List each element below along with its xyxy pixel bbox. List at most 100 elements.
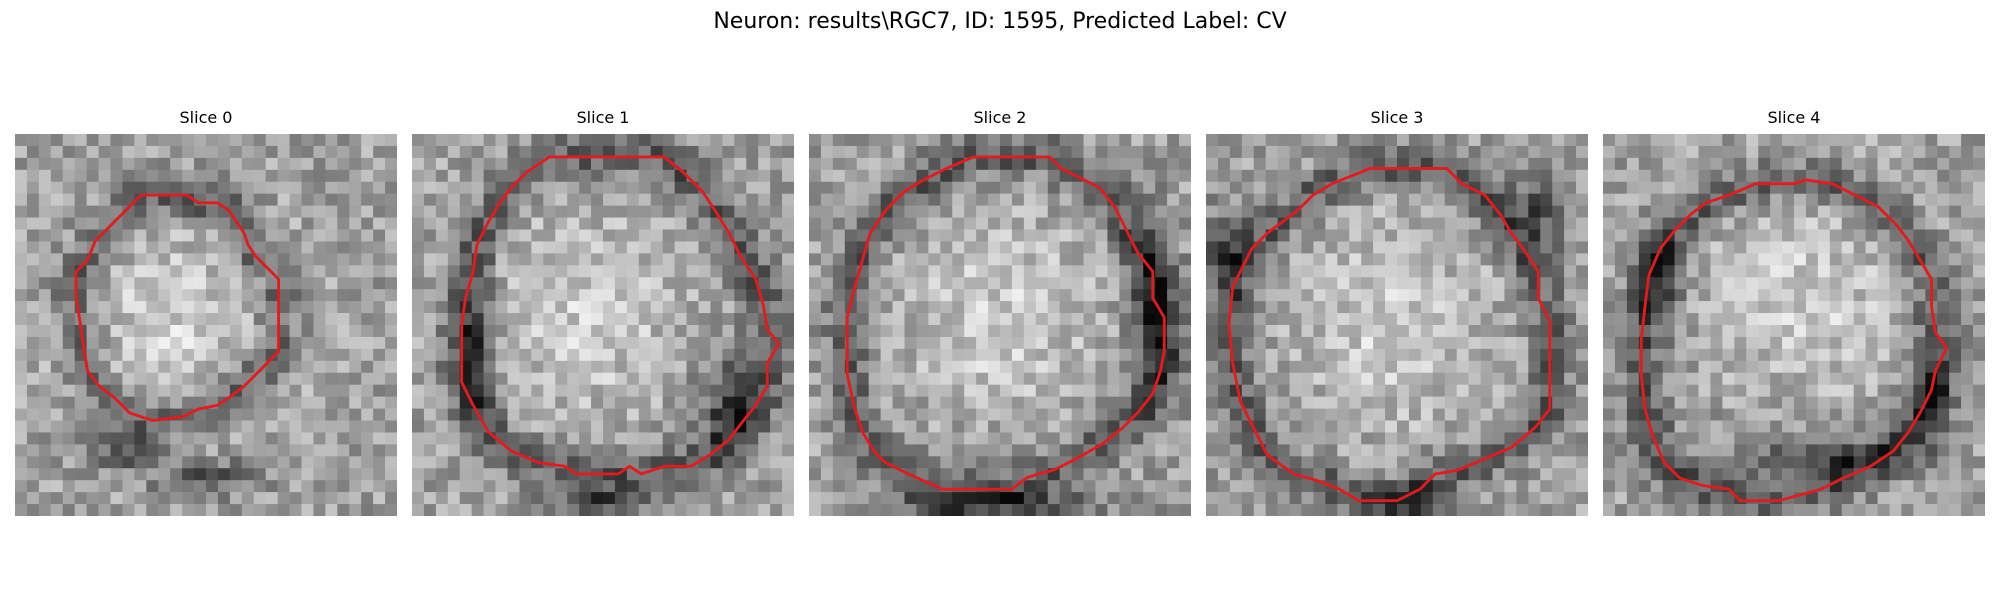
image-pixel [325, 492, 337, 504]
image-pixel [881, 385, 893, 397]
image-pixel [1218, 230, 1230, 242]
image-pixel [1854, 385, 1866, 397]
image-pixel [385, 253, 397, 265]
image-pixel [1278, 444, 1290, 456]
image-pixel [361, 385, 373, 397]
image-pixel [436, 301, 448, 313]
image-pixel [1651, 337, 1663, 349]
image-pixel [531, 421, 543, 433]
image-pixel [424, 325, 436, 337]
image-pixel [1878, 289, 1890, 301]
image-pixel [734, 432, 746, 444]
image-pixel [1687, 397, 1699, 409]
image-pixel [639, 313, 651, 325]
image-pixel [1096, 265, 1108, 277]
image-pixel [1552, 361, 1564, 373]
image-pixel [182, 134, 194, 146]
image-pixel [158, 492, 170, 504]
image-pixel [325, 468, 337, 480]
image-pixel [472, 277, 484, 289]
image-pixel [710, 301, 722, 313]
image-pixel [976, 230, 988, 242]
image-pixel [337, 456, 349, 468]
image-pixel [278, 206, 290, 218]
image-pixel [1794, 146, 1806, 158]
image-pixel [1421, 277, 1433, 289]
image-pixel [424, 241, 436, 253]
image-pixel [531, 265, 543, 277]
image-pixel [412, 134, 424, 146]
image-pixel [1072, 182, 1084, 194]
image-pixel [349, 301, 361, 313]
image-pixel [1036, 492, 1048, 504]
image-pixel [591, 480, 603, 492]
image-pixel [1290, 146, 1302, 158]
image-pixel [1469, 289, 1481, 301]
image-pixel [1961, 421, 1973, 433]
image-pixel [158, 421, 170, 433]
image-pixel [337, 170, 349, 182]
image-pixel [1242, 182, 1254, 194]
image-pixel [313, 468, 325, 480]
image-pixel [1639, 432, 1651, 444]
image-pixel [1615, 313, 1627, 325]
image-pixel [460, 492, 472, 504]
image-pixel [531, 361, 543, 373]
image-pixel [1516, 397, 1528, 409]
image-pixel [1925, 337, 1937, 349]
image-pixel [1096, 313, 1108, 325]
image-pixel [1421, 432, 1433, 444]
image-pixel [1528, 349, 1540, 361]
image-pixel [1024, 182, 1036, 194]
image-pixel [472, 432, 484, 444]
image-pixel [266, 158, 278, 170]
image-pixel [1084, 241, 1096, 253]
image-pixel [496, 313, 508, 325]
image-pixel [63, 444, 75, 456]
image-pixel [373, 182, 385, 194]
image-pixel [1973, 253, 1985, 265]
image-pixel [1949, 337, 1961, 349]
image-pixel [63, 277, 75, 289]
image-pixel [809, 218, 821, 230]
image-pixel [1576, 421, 1588, 433]
image-pixel [194, 349, 206, 361]
image-pixel [460, 456, 472, 468]
image-pixel [1481, 313, 1493, 325]
image-pixel [230, 277, 242, 289]
image-pixel [579, 301, 591, 313]
image-pixel [1107, 349, 1119, 361]
image-pixel [1794, 349, 1806, 361]
image-pixel [1337, 241, 1349, 253]
image-pixel [1758, 158, 1770, 170]
image-pixel [1084, 325, 1096, 337]
image-pixel [254, 492, 266, 504]
image-pixel [182, 146, 194, 158]
image-pixel [1675, 421, 1687, 433]
image-pixel [928, 218, 940, 230]
image-pixel [1036, 409, 1048, 421]
image-pixel [1290, 432, 1302, 444]
image-pixel [412, 361, 424, 373]
image-pixel [1036, 182, 1048, 194]
image-pixel [182, 492, 194, 504]
image-pixel [1012, 397, 1024, 409]
image-pixel [1457, 373, 1469, 385]
image-pixel [1433, 170, 1445, 182]
image-pixel [290, 265, 302, 277]
image-pixel [1806, 385, 1818, 397]
image-pixel [1084, 385, 1096, 397]
image-pixel [770, 170, 782, 182]
image-pixel [122, 289, 134, 301]
image-pixel [218, 301, 230, 313]
image-pixel [1746, 265, 1758, 277]
image-pixel [1842, 218, 1854, 230]
image-pixel [349, 468, 361, 480]
image-pixel [313, 480, 325, 492]
image-pixel [663, 194, 675, 206]
image-pixel [385, 313, 397, 325]
image-pixel [472, 373, 484, 385]
image-pixel [122, 385, 134, 397]
image-pixel [881, 218, 893, 230]
image-pixel [412, 480, 424, 492]
